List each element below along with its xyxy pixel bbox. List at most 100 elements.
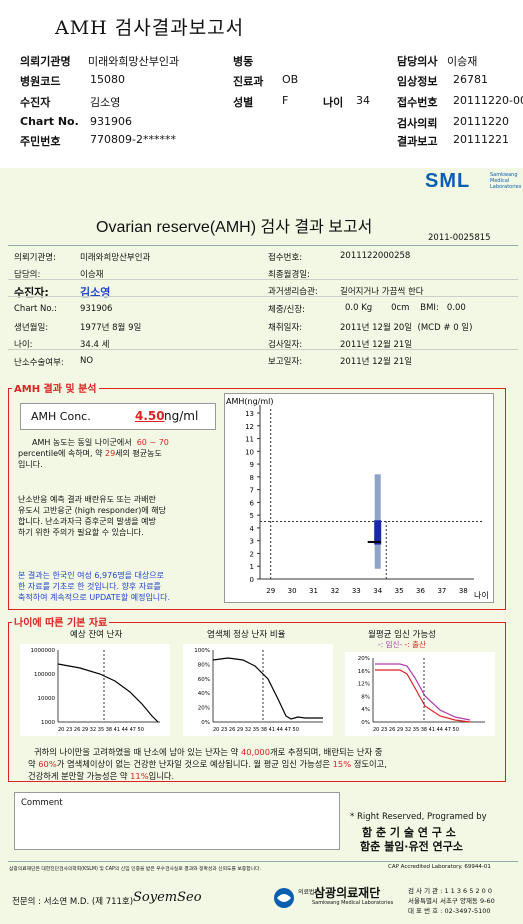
lab-registration: 검 사 기 관 : 1 1 3 6 5 2 0 0: [408, 887, 492, 895]
amh-conc-label: AMH Conc.: [31, 410, 91, 423]
y-tick-label: 1000000: [31, 648, 56, 654]
x-tick-label: 38: [459, 587, 468, 595]
y-tick-label: 6: [250, 499, 255, 507]
y-tick-label: 0%: [361, 720, 370, 726]
y-tick-label: 1: [250, 563, 254, 571]
divider: [8, 349, 518, 350]
label: Chart No.: [20, 115, 79, 128]
foundation-english: Samkwang Medical Laboratories: [312, 900, 394, 906]
y-tick-label: 100000: [34, 672, 55, 678]
amh-interpretation: AMH 농도는 동일 나이군에서 60 ~ 70: [32, 437, 169, 448]
y-tick-label: 0: [250, 576, 254, 584]
lab-address: 서울특별시 서초구 양재동 9-60: [408, 897, 495, 905]
text: percentile에 속하며, 약: [18, 449, 103, 458]
label: 진료과: [233, 75, 264, 88]
field-value: 2011년 12월 21일: [340, 357, 413, 367]
comment-label: Comment: [21, 798, 63, 808]
label: 담당의사: [397, 55, 438, 68]
field-label: 나이:: [14, 340, 33, 350]
y-tick-label: 16%: [358, 669, 370, 675]
chart-background: [183, 644, 333, 736]
text: 합니다. 난소과자극 증후군의 발생을 예방: [18, 517, 156, 526]
amh-section: [8, 388, 506, 610]
label: 의뢰기관명: [20, 55, 71, 68]
divider: [8, 296, 518, 297]
text: 하기 위한 주의가 필요할 수 있습니다.: [18, 528, 144, 537]
data-source-note: 본 결과는 한국인 여성 6,976명을 대상으로 한 자료를 기초로 한 것입…: [18, 570, 170, 603]
legend-pregnancy: -: 임신-: [378, 640, 403, 649]
x-tick-label: 34: [373, 587, 382, 595]
doctor-signature: SoyemSeo: [133, 890, 202, 905]
text: 가 염색체이상이 없는 건강한 난자일 것으로 예상됩니다. 월 평균 임신 가…: [56, 759, 331, 769]
label: 병동: [233, 55, 254, 68]
logo-sub: Samkwang Medical Laboratories: [490, 172, 521, 190]
amh-section-label: AMH 결과 및 분석: [12, 380, 99, 395]
cap-accreditation: CAP Accredited Laboratory. 69944-01: [388, 864, 491, 870]
foundation-logo-icon: [274, 888, 294, 908]
chromosome-curve: [212, 657, 323, 720]
field-value: NO: [80, 356, 94, 366]
age-section: [8, 622, 506, 782]
logo-text: SML: [425, 170, 471, 192]
header-row-5: 주민번호 770809-2****** 결과보고 20111221: [20, 133, 509, 149]
equivalent-age: 29: [104, 449, 116, 458]
egg-count: 40,000: [240, 747, 270, 757]
text: 건강하게 분만할 가능성은 약: [28, 771, 128, 781]
field-value: 0.0 Kg 0cm BMI: 0.00: [345, 303, 466, 313]
text: 난소반응 예측 결과 배란유도 또는 과배란: [18, 495, 156, 504]
amh-conc-box: AMH Conc. 4.50 ng/ml: [20, 403, 216, 430]
comment-box: Comment: [14, 792, 340, 850]
header-row-4: Chart No. 931906 검사의뢰 20111220: [20, 115, 509, 130]
y-tick-label: 11: [245, 436, 254, 444]
value: OB: [282, 73, 299, 86]
y-tick-label: 10: [245, 448, 254, 456]
field-value: 931906: [80, 304, 113, 314]
field-label: 수진자:: [14, 286, 49, 299]
birth-curve: [375, 669, 471, 723]
y-tick-label: 60%: [198, 677, 210, 683]
y-tick-label: 40%: [198, 691, 210, 697]
field-label: 채취일자:: [268, 323, 303, 333]
amh-chart-panel: [224, 393, 494, 603]
x-tick-label: 30: [288, 587, 297, 595]
institute-2: 함춘 불임·유전 연구소: [360, 840, 463, 853]
field-label: 접수번호:: [268, 253, 303, 263]
divider: [8, 861, 518, 862]
amh-interpretation-2: percentile에 속하며, 약 29세의 평균농도: [18, 448, 162, 459]
y-tick-label: 20%: [198, 706, 210, 712]
text: 입니다.: [18, 460, 43, 469]
foundation-name: 삼광의료재단: [314, 886, 381, 900]
doctor-name: 전문의 : 서소연 M.D. (제 711호): [12, 897, 134, 907]
field-label: 보고일자:: [268, 357, 303, 367]
pregnancy-chart: 20% 16% 12% 8% 4% 0%20 23 26 29 32 35 38 41 4…: [345, 652, 495, 736]
field-value: 미래와희망산부인과: [80, 253, 151, 263]
chart-background: [20, 644, 170, 736]
value: 931906: [90, 115, 132, 128]
label: 나이: [323, 96, 344, 109]
percentile-range: 60 ~ 70: [136, 438, 169, 447]
label: 수진자: [20, 96, 51, 109]
document-number: 2011-0025815: [428, 233, 491, 243]
pregnancy-curve: [375, 663, 471, 721]
divider: [8, 279, 518, 280]
value: 15080: [90, 73, 125, 86]
y-tick-label: 12: [245, 423, 254, 431]
field-label: 담당의:: [14, 270, 41, 280]
field-label: 과거생리습관:: [268, 287, 318, 297]
label: 검사의뢰: [397, 117, 438, 130]
value: 이승재: [447, 55, 478, 68]
text: 정도이고,: [353, 759, 387, 769]
chart-title: 염색체 정상 난자 비율: [207, 630, 286, 640]
y-tick-label: 0%: [201, 720, 210, 726]
eggs-curve: [57, 663, 159, 723]
x-tick-label: 37: [437, 587, 446, 595]
field-value: 34.4 세: [80, 340, 110, 350]
y-tick-label: 2: [250, 550, 254, 558]
y-tick-label: 13: [245, 410, 254, 418]
y-tick-label: 4: [250, 525, 255, 533]
certification-text: 삼광의료재단은 대한진단검사의학회(KSLM) 및 CAP의 신임 인증을 받은…: [9, 867, 261, 872]
value: 26781: [453, 73, 488, 86]
x-axis-label: 나이: [474, 590, 489, 600]
x-tick-label: 35: [395, 587, 404, 595]
